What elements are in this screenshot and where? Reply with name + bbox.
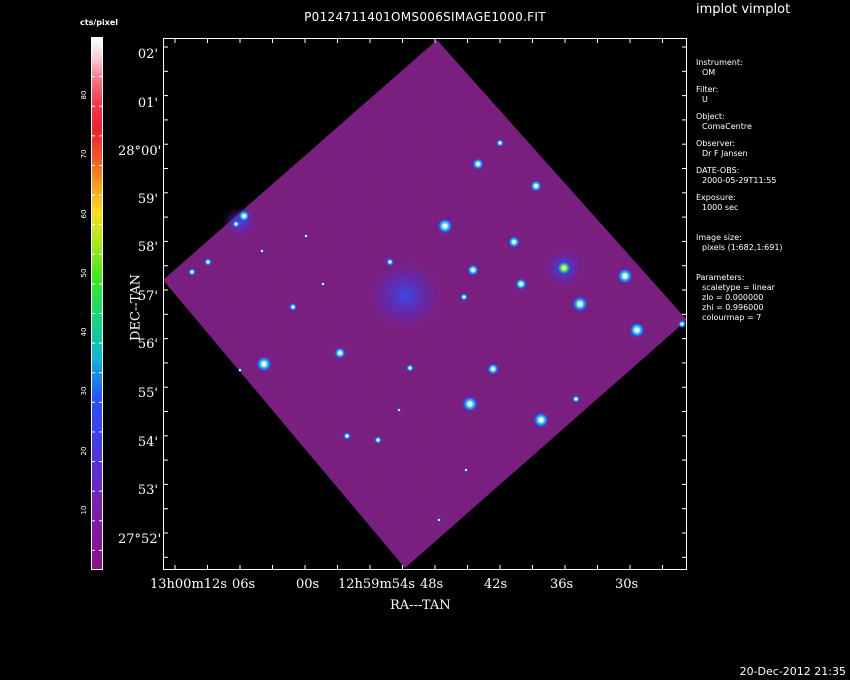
star-core <box>338 351 342 355</box>
colorbar-label: cts/pixel <box>80 18 119 27</box>
star-core <box>465 469 467 471</box>
star-core <box>538 417 544 423</box>
star-core <box>234 222 238 226</box>
exposure-label: Exposure: <box>696 193 736 202</box>
star-core <box>574 397 578 401</box>
star-core <box>408 366 412 370</box>
date-value: 2000-05-29T11:55 <box>702 176 777 185</box>
colorbar <box>91 37 103 570</box>
zhi-value: zhi = 0.996000 <box>702 303 764 312</box>
star-core <box>438 519 440 521</box>
star-core <box>206 260 210 264</box>
star-core <box>376 438 380 442</box>
x-tick-label: 12h59m54s <box>338 577 415 592</box>
star-core <box>261 361 267 367</box>
image-title: P0124711401OMS006SIMAGE1000.FIT <box>304 10 546 24</box>
star-core <box>680 322 684 326</box>
star-core <box>467 401 473 407</box>
exposure-value: 1000 sec <box>702 203 739 212</box>
y-tick-label: 53' <box>137 483 158 498</box>
filter-info: Filter: U <box>696 85 718 105</box>
image-field <box>163 40 687 568</box>
y-axis-label: DEC--TAN <box>128 274 144 341</box>
star-core <box>622 273 628 279</box>
star-core <box>398 409 400 411</box>
star-core <box>261 250 263 252</box>
x-tick-label: 06s <box>232 577 256 592</box>
plot-frame <box>163 38 687 570</box>
y-tick-label: 01' <box>137 96 158 111</box>
y-tick-label: 58' <box>137 240 158 255</box>
star-core <box>462 295 466 299</box>
observer-value: Dr F Jansen <box>702 149 748 158</box>
star-core <box>534 184 538 188</box>
y-tick-label: 57' <box>137 289 158 304</box>
params-info: Parameters: scaletype = linear zlo = 0.0… <box>696 273 775 323</box>
star-core <box>305 235 307 237</box>
observer-info: Observer: Dr F Jansen <box>696 139 748 159</box>
params-label: Parameters: <box>696 273 745 282</box>
star-core <box>239 369 241 371</box>
instrument-label: Instrument: <box>696 58 743 67</box>
object-value: ComaCentre <box>702 122 752 131</box>
y-tick-label: 56' <box>137 337 158 352</box>
x-tick-label: 48s <box>420 577 444 592</box>
filter-label: Filter: <box>696 85 719 94</box>
star-core <box>471 268 475 272</box>
star-core <box>190 270 194 274</box>
y-tick-label: 59' <box>137 192 158 207</box>
star-core <box>577 301 583 307</box>
x-tick-label: 30s <box>615 577 639 592</box>
window-label: implot vimplot <box>696 2 791 17</box>
y-tick-label: 27°52' <box>118 532 162 547</box>
star-core <box>291 305 295 309</box>
x-tick-label: 00s <box>296 577 320 592</box>
star-core <box>634 327 640 333</box>
timestamp: 20-Dec-2012 21:35 <box>739 665 846 678</box>
y-tick-label: 54' <box>137 435 158 450</box>
zlo-value: zlo = 0.000000 <box>702 293 764 302</box>
exposure-info: Exposure: 1000 sec <box>696 193 738 213</box>
y-tick-label: 55' <box>137 386 158 401</box>
size-value: pixels (1:682,1:691) <box>702 243 783 252</box>
x-tick-label: 36s <box>550 577 574 592</box>
filter-value: U <box>702 95 708 104</box>
size-info: Image size: pixels (1:682,1:691) <box>696 233 783 253</box>
x-tick-label: 13h00m12s <box>150 577 227 592</box>
x-axis-label: RA---TAN <box>390 598 451 613</box>
star-core <box>519 282 523 286</box>
star-core <box>476 162 480 166</box>
instrument-info: Instrument: OM <box>696 58 743 78</box>
instrument-value: OM <box>702 68 716 77</box>
x-tick-label: 42s <box>484 577 508 592</box>
date-info: DATE-OBS: 2000-05-29T11:55 <box>696 166 776 186</box>
date-label: DATE-OBS: <box>696 166 740 175</box>
star-core <box>242 214 246 218</box>
object-info: Object: ComaCentre <box>696 112 752 132</box>
size-label: Image size: <box>696 233 742 242</box>
star-core <box>498 141 502 145</box>
star-core <box>345 434 349 438</box>
scaletype-value: scaletype = linear <box>702 283 775 292</box>
observer-label: Observer: <box>696 139 736 148</box>
object-label: Object: <box>696 112 725 121</box>
star-core <box>322 283 324 285</box>
y-tick-label: 02' <box>137 47 158 62</box>
colourmap-value: colourmap = 7 <box>702 313 762 322</box>
star-core <box>512 240 516 244</box>
star-core <box>491 367 495 371</box>
star-core <box>388 260 392 264</box>
star-core <box>442 223 448 229</box>
y-tick-label: 28°00' <box>118 144 162 159</box>
